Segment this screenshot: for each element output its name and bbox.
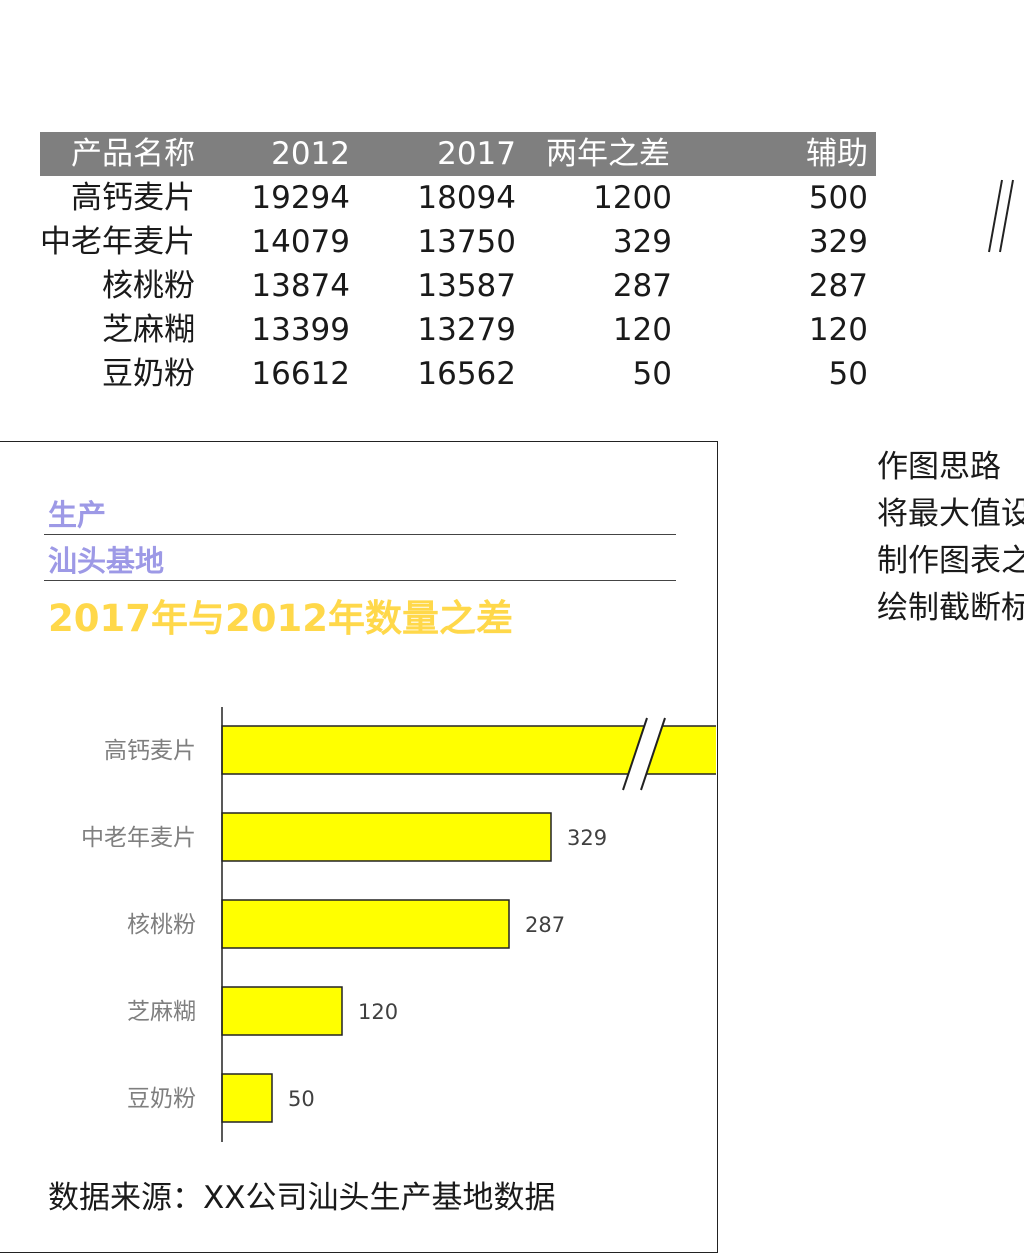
- cell-2012: 16612: [251, 356, 350, 392]
- note-line: 绘制截断标: [877, 590, 1024, 626]
- data-label: 50: [288, 1087, 315, 1111]
- notes: 作图思路 将最大值设 制作图表之 绘制截断标: [877, 444, 1024, 632]
- bar-3: [221, 899, 510, 949]
- data-table: 产品名称 2012 2017 两年之差 辅助 高钙麦片 19294 18094 …: [40, 132, 876, 396]
- data-label: 120: [358, 1000, 398, 1024]
- heading-production: 生产: [48, 498, 107, 532]
- cell-2017: 16562: [417, 356, 516, 392]
- chart-title: 2017年与2012年数量之差: [48, 597, 513, 640]
- header-helper: 辅助: [806, 136, 868, 172]
- cell-difference: 1200: [593, 180, 672, 216]
- source-note: 数据来源：XX公司汕头生产基地数据: [48, 1180, 556, 1216]
- category-label: 芝麻糊: [127, 999, 196, 1025]
- cell-difference: 287: [612, 268, 672, 304]
- bar-5: [221, 1073, 273, 1123]
- table-row: 芝麻糊 13399 13279 120 120: [40, 308, 876, 352]
- axis-break-line: [622, 717, 648, 791]
- table-row: 核桃粉 13874 13587 287 287: [40, 264, 876, 308]
- cell-2012: 13874: [251, 268, 350, 304]
- cell-2017: 13279: [417, 312, 516, 348]
- cell-2017: 13750: [417, 224, 516, 260]
- data-label: 329: [567, 826, 607, 850]
- cell-product: 芝麻糊: [102, 312, 195, 348]
- category-label: 中老年麦片: [81, 825, 196, 851]
- table-row: 高钙麦片 19294 18094 1200 500: [40, 176, 876, 220]
- table-row: 中老年麦片 14079 13750 329 329: [40, 220, 876, 264]
- data-label: 287: [525, 913, 565, 937]
- category-label: 豆奶粉: [127, 1086, 196, 1112]
- cell-difference: 120: [612, 312, 672, 348]
- note-line: 将最大值设: [877, 496, 1024, 532]
- axis-break-gap: [623, 718, 665, 790]
- category-label: 高钙麦片: [104, 738, 196, 764]
- cell-product: 中老年麦片: [40, 224, 195, 260]
- chart-panel[interactable]: 生产 汕头基地 2017年与2012年数量之差 高钙麦片#REF!中老年麦片32…: [0, 441, 718, 1253]
- cell-difference: 329: [612, 224, 672, 260]
- heading-base: 汕头基地: [48, 544, 165, 578]
- break-mark-shape[interactable]: [980, 172, 1020, 258]
- cell-2017: 18094: [417, 180, 516, 216]
- cell-helper: 287: [808, 268, 868, 304]
- table-row: 豆奶粉 16612 16562 50 50: [40, 352, 876, 396]
- divider: [44, 580, 676, 581]
- cell-2012: 13399: [251, 312, 350, 348]
- header-product-name: 产品名称: [71, 136, 195, 172]
- header-2012: 2012: [271, 136, 350, 172]
- cell-helper: 50: [828, 356, 868, 392]
- axis-break-line: [640, 717, 666, 791]
- bar-4: [221, 986, 343, 1036]
- bar-2: [221, 812, 552, 862]
- cell-helper: 500: [808, 180, 868, 216]
- header-2017: 2017: [437, 136, 516, 172]
- cell-2017: 13587: [417, 268, 516, 304]
- cell-difference: 50: [632, 356, 672, 392]
- header-difference: 两年之差: [546, 136, 670, 172]
- category-label: 核桃粉: [127, 912, 196, 938]
- cell-2012: 14079: [251, 224, 350, 260]
- note-line: 作图思路: [877, 449, 1001, 485]
- cell-2012: 19294: [251, 180, 350, 216]
- cell-product: 豆奶粉: [102, 356, 195, 392]
- cell-helper: 329: [808, 224, 868, 260]
- cell-helper: 120: [808, 312, 868, 348]
- table-header-row: 产品名称 2012 2017 两年之差 辅助: [40, 132, 876, 176]
- cell-product: 核桃粉: [102, 268, 195, 304]
- note-line: 制作图表之: [877, 543, 1024, 579]
- cell-product: 高钙麦片: [71, 180, 195, 216]
- divider: [44, 534, 676, 535]
